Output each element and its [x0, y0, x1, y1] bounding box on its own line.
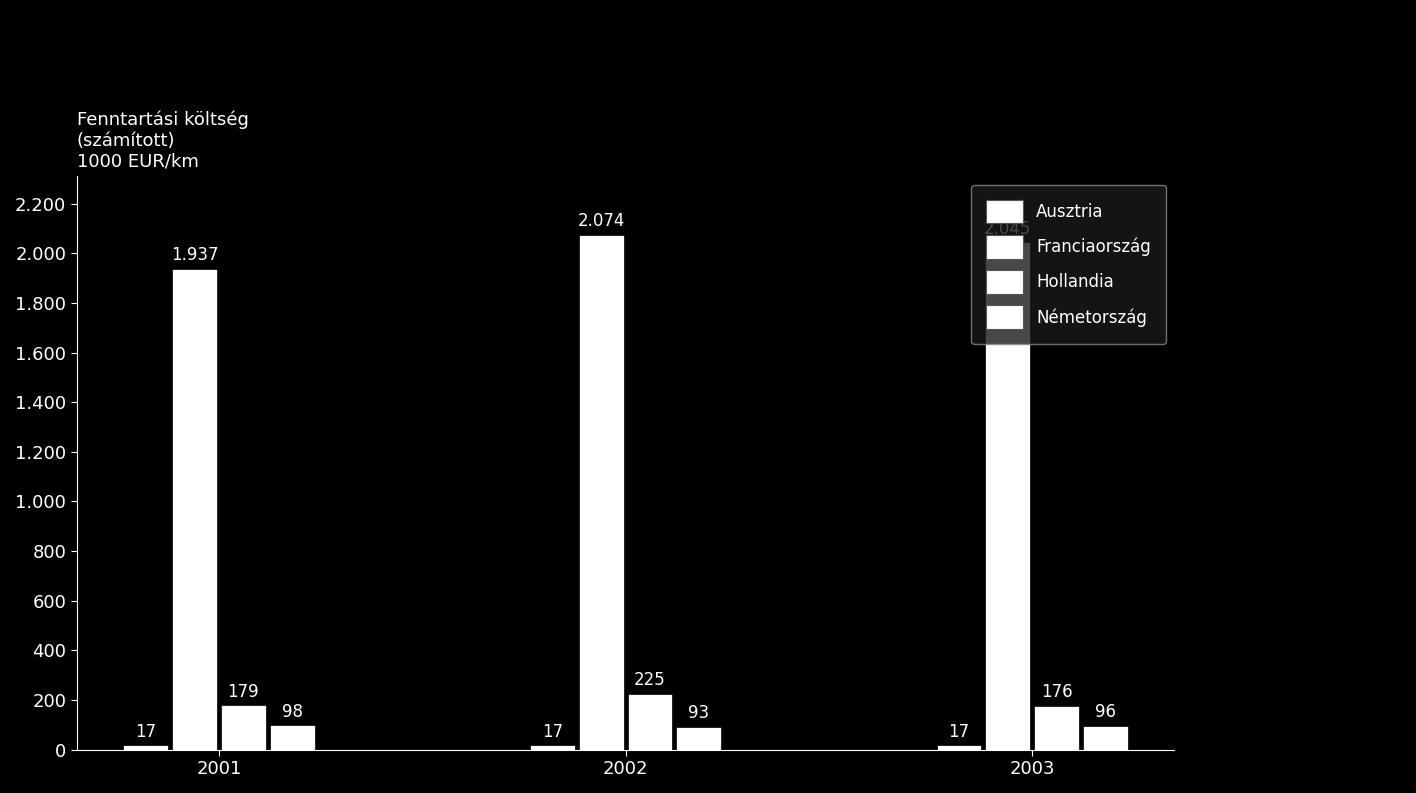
Text: 17: 17 — [949, 723, 970, 741]
Bar — [627, 694, 673, 749]
Text: 93: 93 — [688, 704, 709, 722]
Bar — [936, 745, 981, 749]
Bar — [269, 726, 314, 749]
Bar — [579, 235, 623, 749]
Bar — [123, 745, 169, 749]
Bar — [173, 269, 217, 749]
Text: 2.074: 2.074 — [578, 213, 624, 231]
Text: 225: 225 — [634, 672, 666, 689]
Bar — [1083, 726, 1127, 749]
Bar — [221, 705, 266, 749]
Text: 17: 17 — [542, 723, 564, 741]
Bar — [677, 726, 721, 749]
Text: Fenntartási költség
(számított)
1000 EUR/km: Fenntartási költség (számított) 1000 EUR… — [76, 110, 249, 170]
Bar — [530, 745, 575, 749]
Text: 179: 179 — [228, 683, 259, 701]
Bar — [986, 242, 1031, 749]
Text: 2.045: 2.045 — [984, 220, 1031, 238]
Legend: Ausztria, Franciaország, Hollandia, Németország: Ausztria, Franciaország, Hollandia, Néme… — [971, 185, 1167, 344]
Text: 17: 17 — [135, 723, 156, 741]
Bar — [1034, 706, 1079, 749]
Text: 96: 96 — [1095, 703, 1116, 722]
Text: 1.937: 1.937 — [171, 247, 218, 264]
Text: 176: 176 — [1041, 684, 1072, 702]
Text: 98: 98 — [282, 703, 303, 721]
